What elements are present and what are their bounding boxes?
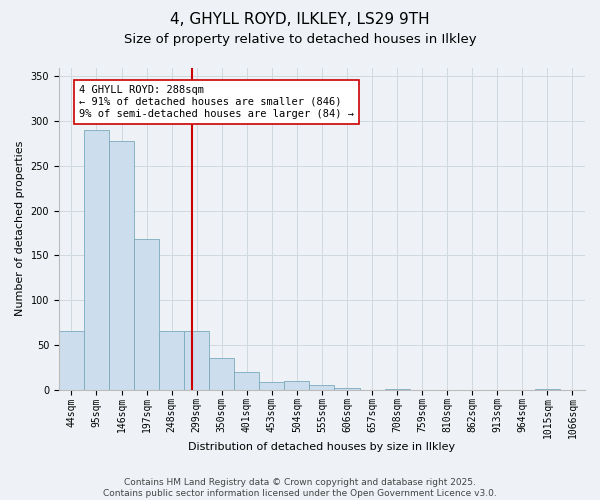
Bar	[234, 372, 259, 390]
Bar	[284, 380, 310, 390]
Text: Contains HM Land Registry data © Crown copyright and database right 2025.
Contai: Contains HM Land Registry data © Crown c…	[103, 478, 497, 498]
Bar	[385, 388, 410, 390]
Bar	[535, 388, 560, 390]
Bar	[59, 332, 84, 390]
Text: 4 GHYLL ROYD: 288sqm
← 91% of detached houses are smaller (846)
9% of semi-detac: 4 GHYLL ROYD: 288sqm ← 91% of detached h…	[79, 86, 354, 118]
Bar	[259, 382, 284, 390]
Bar	[209, 358, 234, 390]
Bar	[310, 385, 334, 390]
Bar	[109, 141, 134, 390]
Text: 4, GHYLL ROYD, ILKLEY, LS29 9TH: 4, GHYLL ROYD, ILKLEY, LS29 9TH	[170, 12, 430, 28]
Bar	[184, 332, 209, 390]
Y-axis label: Number of detached properties: Number of detached properties	[15, 141, 25, 316]
Bar	[334, 388, 359, 390]
Text: Size of property relative to detached houses in Ilkley: Size of property relative to detached ho…	[124, 32, 476, 46]
Bar	[159, 332, 184, 390]
Bar	[134, 240, 159, 390]
Bar	[84, 130, 109, 390]
X-axis label: Distribution of detached houses by size in Ilkley: Distribution of detached houses by size …	[188, 442, 455, 452]
